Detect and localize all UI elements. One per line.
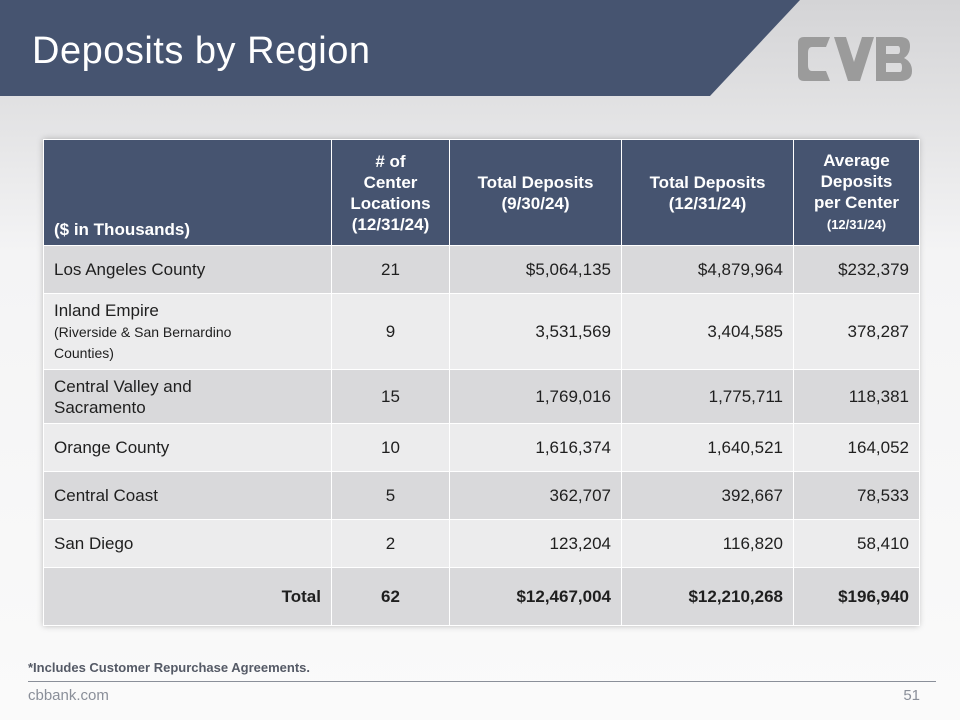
deposits-q4-cell: 392,667 [621,471,794,520]
region-cell: Central Valley and Sacramento [43,369,332,424]
average-cell: 378,287 [793,293,920,370]
table-row: Central Coast 5 362,707 392,667 78,533 [43,471,920,520]
slide-title: Deposits by Region [32,30,371,72]
average-cell: 164,052 [793,423,920,472]
deposits-table-container: ($ in Thousands) # of Center Locations (… [43,139,920,626]
total-deposits-q3-cell: $12,467,004 [449,567,622,626]
header-locations-line: (12/31/24) [351,214,430,234]
region-subtitle: Counties) [54,345,114,361]
deposits-q3-cell: 3,531,569 [449,293,622,370]
table-header-row: ($ in Thousands) # of Center Locations (… [43,139,920,246]
header-deposits-q4-line: (12/31/24) [668,193,747,213]
region-cell: Central Coast [43,471,332,520]
deposits-q4-cell: 116,820 [621,519,794,568]
deposits-q4-cell: 1,640,521 [621,423,794,472]
deposits-q3-cell: 1,616,374 [449,423,622,472]
header-average-line: per Center [813,193,900,212]
header-units: ($ in Thousands) [43,139,332,246]
header-locations-line: Center [363,172,418,192]
locations-cell: 2 [331,519,450,568]
deposits-q4-cell: 1,775,711 [621,369,794,424]
table-row: Inland Empire (Riverside & San Bernardin… [43,293,920,370]
region-name: San Diego [54,534,134,553]
header-average: Average Deposits per Center (12/31/24) [793,139,920,246]
deposits-q3-cell: 362,707 [449,471,622,520]
locations-cell: 5 [331,471,450,520]
header-locations: # of Center Locations (12/31/24) [331,139,450,246]
table-row: San Diego 2 123,204 116,820 58,410 [43,519,920,568]
header-average-line: (12/31/24) [826,217,887,232]
footnote: *Includes Customer Repurchase Agreements… [28,660,310,675]
locations-cell: 10 [331,423,450,472]
region-cell: Orange County [43,423,332,472]
header-locations-line: # of [375,151,406,171]
deposits-table: ($ in Thousands) # of Center Locations (… [43,139,920,626]
header-deposits-q4-line: Total Deposits [649,172,766,192]
locations-cell: 21 [331,245,450,294]
footer-divider [28,681,936,682]
header-locations-line: Locations [350,193,431,213]
deposits-q3-cell: 123,204 [449,519,622,568]
header-deposits-q3: Total Deposits (9/30/24) [449,139,622,246]
total-row: Total 62 $12,467,004 $12,210,268 $196,94… [43,567,920,626]
header-average-line: Average [823,151,890,170]
deposits-q4-cell: 3,404,585 [621,293,794,370]
region-name: Central Valley and [54,376,192,396]
page-number: 51 [903,687,920,704]
average-cell: $232,379 [793,245,920,294]
region-subtitle: Sacramento [54,397,146,417]
banner-shape [0,0,800,96]
locations-cell: 15 [331,369,450,424]
table-row: Los Angeles County 21 $5,064,135 $4,879,… [43,245,920,294]
average-cell: 58,410 [793,519,920,568]
header-deposits-q3-line: Total Deposits [477,172,594,192]
header-deposits-q3-line: (9/30/24) [501,193,570,213]
region-name: Central Coast [54,486,158,505]
total-label: Total [43,567,332,626]
average-cell: 118,381 [793,369,920,424]
deposits-q4-cell: $4,879,964 [621,245,794,294]
deposits-q3-cell: 1,769,016 [449,369,622,424]
region-cell: San Diego [43,519,332,568]
average-cell: 78,533 [793,471,920,520]
title-banner [0,0,960,96]
website-label: cbbank.com [28,687,109,704]
locations-cell: 9 [331,293,450,370]
region-subtitle: (Riverside & San Bernardino [54,324,232,340]
header-average-line: Deposits [820,172,893,191]
total-locations-cell: 62 [331,567,450,626]
region-name: Los Angeles County [54,260,206,279]
region-cell: Inland Empire (Riverside & San Bernardin… [43,293,332,370]
region-name: Orange County [54,438,170,457]
deposits-q3-cell: $5,064,135 [449,245,622,294]
table-row: Orange County 10 1,616,374 1,640,521 164… [43,423,920,472]
region-name: Inland Empire [54,301,159,320]
cvb-logo [798,37,912,81]
table-row: Central Valley and Sacramento 15 1,769,0… [43,369,920,424]
region-cell: Los Angeles County [43,245,332,294]
total-average-cell: $196,940 [793,567,920,626]
total-deposits-q4-cell: $12,210,268 [621,567,794,626]
header-deposits-q4: Total Deposits (12/31/24) [621,139,794,246]
